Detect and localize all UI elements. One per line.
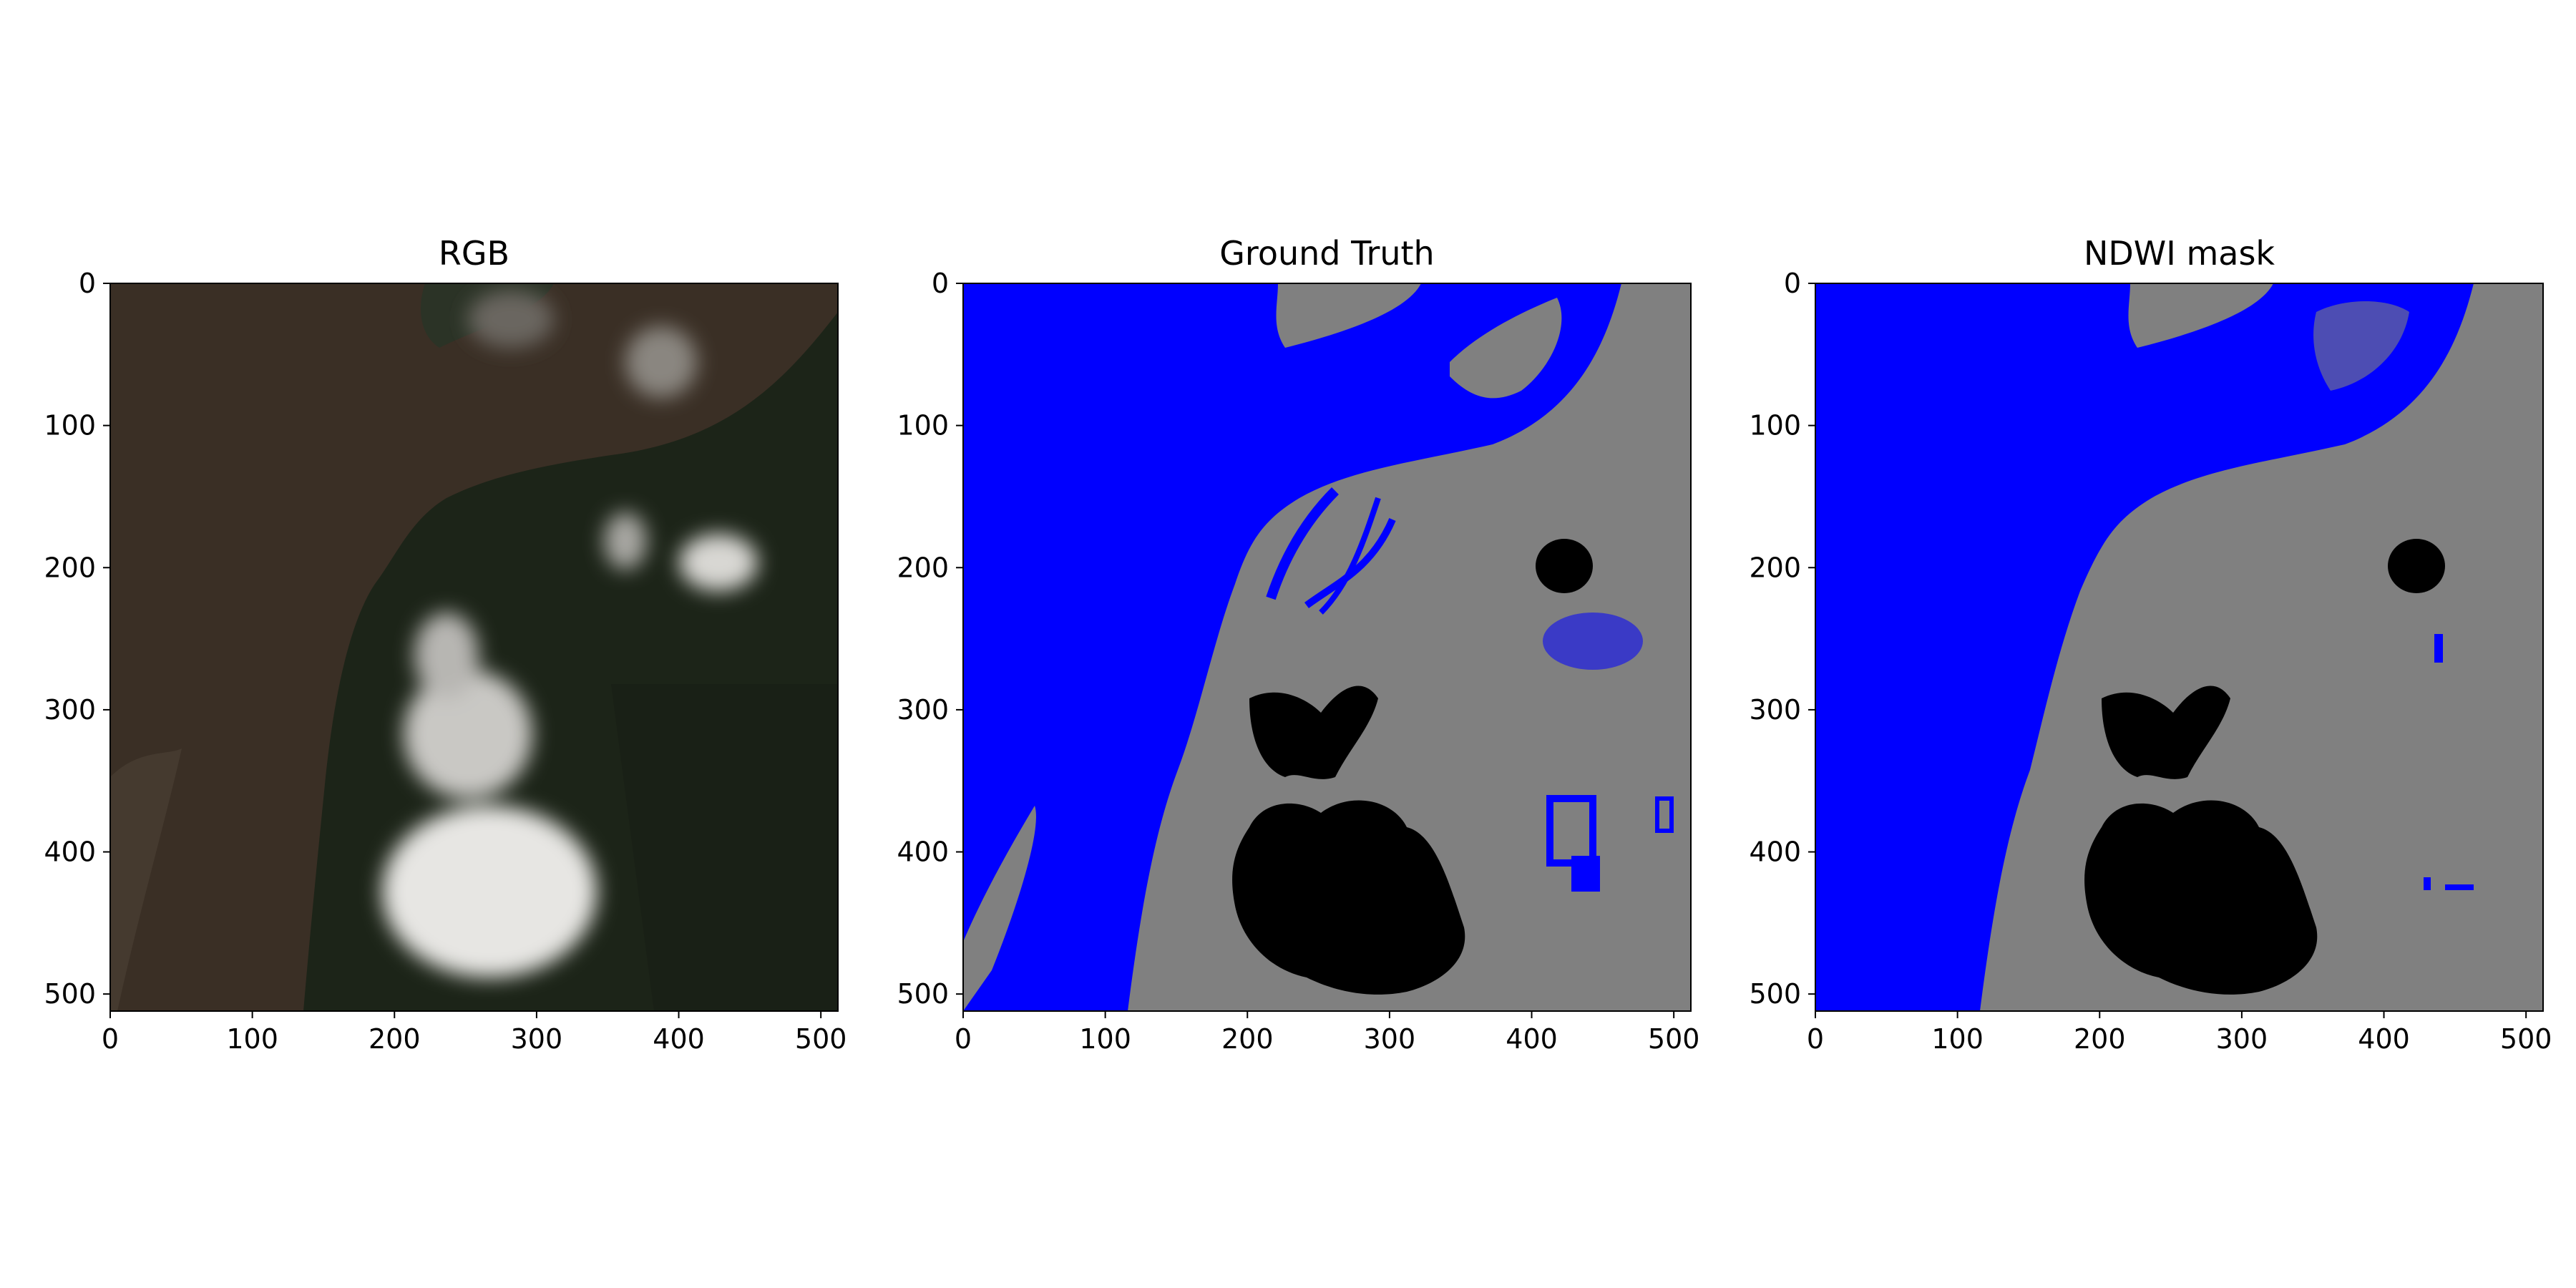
y-tick-label: 400 (897, 836, 949, 868)
x-tick-label: 300 (1364, 1023, 1416, 1055)
x-tick-label: 500 (1648, 1023, 1700, 1055)
rgb-veg-dark (611, 684, 838, 1011)
ndwi-image (1815, 283, 2543, 1011)
gt-cloud-large (1232, 800, 1465, 995)
x-tick-label: 500 (2500, 1023, 2552, 1055)
gt-west-bank (963, 806, 1036, 1011)
gt-wetland (1543, 613, 1643, 670)
rgb-sand-bar (110, 748, 182, 1011)
y-tick-label: 0 (1784, 268, 1801, 299)
x-tick-label: 200 (1221, 1023, 1274, 1055)
gt-cloud-small (1536, 539, 1593, 593)
gt-top-island (1276, 283, 1421, 348)
cloud-large (382, 806, 597, 977)
cloud-small-1 (679, 534, 758, 591)
x-tick-label: 100 (226, 1023, 278, 1055)
y-tick-label: 0 (79, 268, 96, 299)
rgb-river (110, 283, 838, 1011)
ndwi-axes-frame (1815, 283, 2544, 1012)
gt-title: Ground Truth (1219, 234, 1434, 273)
x-tick-label: 400 (1506, 1023, 1558, 1055)
ndwi-speckle (2313, 301, 2409, 391)
x-tick-label: 200 (369, 1023, 421, 1055)
y-tick-label: 100 (1749, 410, 1801, 441)
gt-cloud-mid (1249, 686, 1378, 779)
cloud-top (468, 291, 554, 348)
x-tick-label: 100 (1079, 1023, 1131, 1055)
x-tick-label: 400 (653, 1023, 705, 1055)
x-tick-label: 400 (2358, 1023, 2410, 1055)
y-tick-label: 300 (1749, 694, 1801, 726)
y-tick-label: 200 (897, 552, 949, 583)
ndwi-cloud-small (2388, 539, 2445, 593)
gt-channel-3 (1319, 497, 1381, 615)
y-tick-label: 200 (44, 552, 96, 583)
y-tick-label: 400 (1749, 836, 1801, 868)
cloud-top-2 (625, 326, 697, 398)
panel-ndwi-mask: NDWI mask 0 100 200 300 400 50001002003004005… (1749, 234, 2552, 1055)
y-tick-label: 500 (44, 978, 96, 1010)
ndwi-top-island (2128, 283, 2273, 348)
x-tick-label: 300 (511, 1023, 563, 1055)
rgb-image (110, 283, 838, 1011)
ground-truth-image (963, 283, 1691, 1011)
ndwi-pond-2 (2445, 884, 2474, 890)
ndwi-pond-3 (2424, 877, 2431, 890)
cloud-mid (404, 670, 532, 799)
y-tick-label: 400 (44, 836, 96, 868)
y-tick-label: 300 (897, 694, 949, 726)
ndwi-pond-1 (2434, 634, 2443, 663)
x-tick-label: 0 (1807, 1023, 1824, 1055)
y-tick-label: 300 (44, 694, 96, 726)
y-tick-label: 500 (1749, 978, 1801, 1010)
x-tick-label: 200 (2074, 1023, 2126, 1055)
x-tick-label: 100 (1931, 1023, 1984, 1055)
cloud-mid-2 (414, 613, 479, 698)
y-tick-label: 100 (897, 410, 949, 441)
cloud-small-2 (604, 512, 647, 570)
ndwi-title: NDWI mask (2084, 234, 2275, 273)
rgb-clouds (382, 291, 758, 977)
rgb-axes-frame (109, 283, 839, 1012)
rgb-title: RGB (439, 234, 509, 273)
ndwi-cloud-mid (2102, 686, 2230, 779)
x-tick-label: 500 (795, 1023, 847, 1055)
y-tick-label: 500 (897, 978, 949, 1010)
ndwi-cloud-large (2084, 800, 2318, 995)
gt-east-island (1450, 298, 1562, 399)
x-tick-label: 0 (955, 1023, 972, 1055)
x-tick-label: 300 (2216, 1023, 2268, 1055)
gt-axes-frame (962, 283, 1692, 1012)
y-tick-label: 100 (44, 410, 96, 441)
x-tick-label: 0 (102, 1023, 119, 1055)
gt-channel-2 (1304, 518, 1396, 609)
panel-ground-truth: Ground Truth 0 100 200 300 400 50001002003004… (897, 234, 1699, 1055)
y-tick-label: 200 (1749, 552, 1801, 583)
gt-channel-1 (1266, 487, 1339, 600)
gt-pond-2 (1571, 856, 1600, 892)
y-tick-label: 0 (932, 268, 949, 299)
gt-pond-3 (1655, 796, 1674, 833)
